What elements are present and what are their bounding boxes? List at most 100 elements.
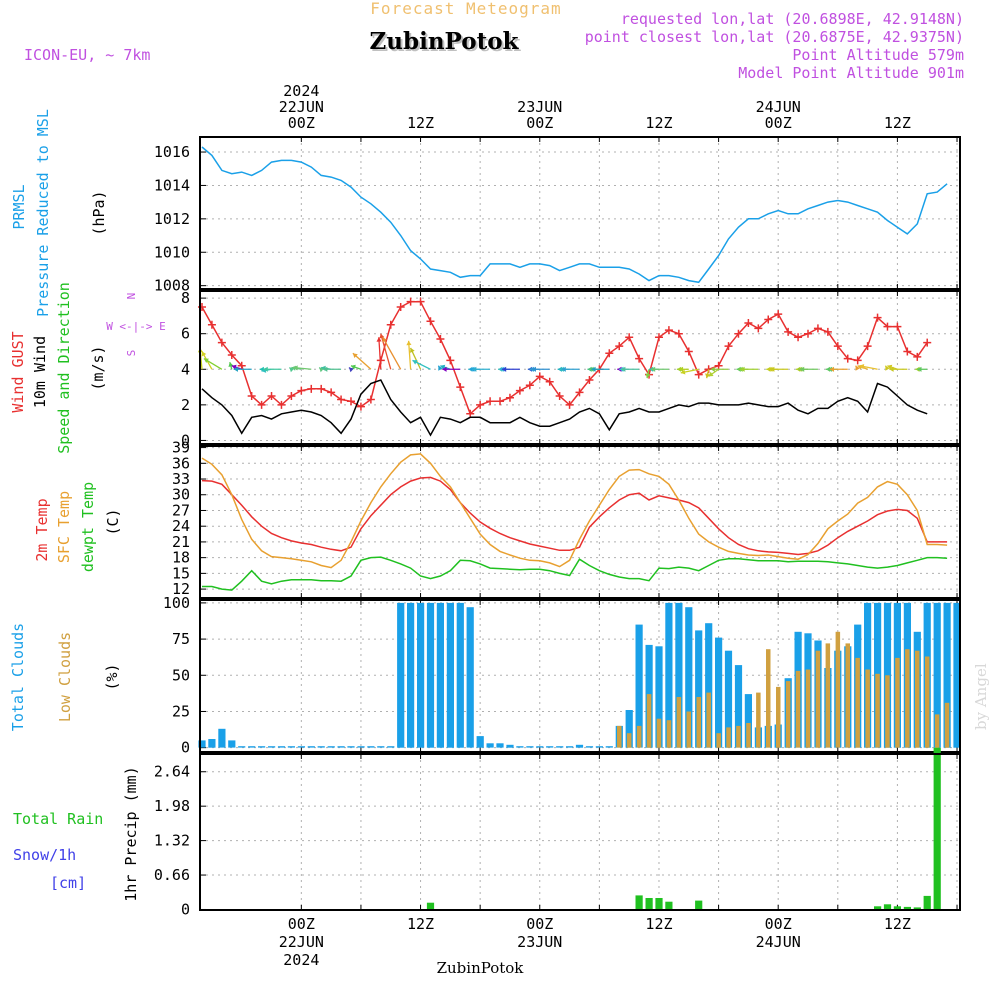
ytick-label: 0 xyxy=(181,739,190,757)
gust-point xyxy=(804,329,812,338)
bar-total-rain xyxy=(933,747,941,910)
bar-low-clouds xyxy=(875,673,880,748)
gust-point xyxy=(247,391,256,400)
bar-total-clouds xyxy=(744,694,752,748)
wind-arrow-head xyxy=(440,364,446,370)
bar-total-rain xyxy=(426,902,435,910)
ytick-label: 8 xyxy=(181,289,190,307)
model-label: ICON-EU, ~ 7km xyxy=(24,46,150,64)
bar-total-clouds xyxy=(248,746,256,748)
ytick-label: 1014 xyxy=(154,176,190,194)
gust-point xyxy=(575,388,584,397)
gust-point xyxy=(893,322,902,331)
bar-total-clouds xyxy=(387,746,395,748)
precip-label-snow: Snow/1h xyxy=(13,846,76,864)
clouds-unit: (%) xyxy=(103,663,121,690)
bar-total-clouds xyxy=(943,602,951,748)
bar-total-clouds xyxy=(486,743,494,748)
bar-total-clouds xyxy=(456,602,464,748)
gust-point xyxy=(873,313,882,322)
time-label-top: 12Z xyxy=(407,114,434,132)
gust-point xyxy=(416,297,425,306)
wind-arrow-head xyxy=(680,369,686,375)
ytick-label: 30 xyxy=(172,486,190,504)
compass-s: S xyxy=(125,350,138,357)
wind-arrow-head xyxy=(708,371,714,377)
gust-point xyxy=(515,386,524,395)
bar-low-clouds xyxy=(676,697,682,748)
forecast-label: Forecast Meteogram xyxy=(370,0,561,18)
bar-total-clouds xyxy=(258,746,266,748)
model-altitude: Model Point Altitude 901m xyxy=(738,64,964,82)
gust-point xyxy=(267,391,276,400)
ytick-label: 15 xyxy=(172,564,190,582)
panel-frame xyxy=(199,445,961,599)
gust-point xyxy=(903,347,912,356)
bar-low-clouds xyxy=(815,650,821,748)
gust-point xyxy=(317,384,326,393)
wind-arrow-head xyxy=(885,365,890,371)
bar-total-clouds xyxy=(705,623,713,748)
bar-total-clouds xyxy=(595,746,603,748)
bar-total-clouds xyxy=(496,743,504,748)
gust-point xyxy=(913,352,922,361)
gust-point xyxy=(605,349,614,358)
gust-point xyxy=(356,402,365,411)
bar-total-clouds xyxy=(695,630,703,748)
ytick-label: 2.64 xyxy=(154,763,190,781)
bar-total-clouds xyxy=(347,746,355,748)
ytick-label: 50 xyxy=(172,666,190,684)
ytick-label: 25 xyxy=(172,702,190,720)
time-label-top: 00Z xyxy=(288,114,315,132)
bar-total-clouds xyxy=(635,624,643,748)
gust-point xyxy=(486,397,495,406)
gust-point xyxy=(237,361,246,370)
ytick-label: 33 xyxy=(172,470,190,488)
ytick-label: 1012 xyxy=(154,210,190,228)
temp-label-dewpt: dewpt Temp xyxy=(79,482,97,572)
wind-arrow xyxy=(380,333,392,370)
gust-point xyxy=(217,338,226,347)
bar-low-clouds xyxy=(617,725,622,748)
bar-total-rain xyxy=(893,906,901,910)
bar-low-clouds xyxy=(805,669,811,748)
time-label-top: 12Z xyxy=(884,114,911,132)
wind-arrow-head xyxy=(442,366,447,372)
panel-clouds: 0 25 50 75 100 xyxy=(163,594,961,757)
gust-point xyxy=(813,324,822,333)
precip-label-cm: [cm] xyxy=(50,874,86,892)
gust-point xyxy=(694,370,703,379)
bar-total-clouds xyxy=(426,602,435,748)
credit-label: by Angel xyxy=(972,663,990,730)
gust-point xyxy=(396,303,405,312)
wind-arrow-head xyxy=(323,366,328,372)
bar-low-clouds xyxy=(636,725,642,748)
series-line-sfc-temp xyxy=(201,453,948,569)
gust-point xyxy=(347,397,356,406)
gust-point xyxy=(635,354,644,363)
bar-total-clouds xyxy=(566,746,574,748)
gust-point xyxy=(754,324,763,333)
ytick-label: 100 xyxy=(163,594,190,612)
bar-low-clouds xyxy=(726,727,731,748)
panel-frame xyxy=(199,290,961,445)
bar-low-clouds xyxy=(795,670,801,748)
gust-point xyxy=(525,381,534,390)
closest-coords: point closest lon,lat (20.6875E, 42.9375… xyxy=(585,28,964,46)
clouds-label-total: Total Clouds xyxy=(9,623,27,731)
bar-total-clouds xyxy=(655,646,663,748)
time-label-bottom: 12Z xyxy=(884,915,911,933)
time-label-bottom: 00Z xyxy=(765,915,792,933)
bar-low-clouds xyxy=(825,643,831,748)
time-label-bottom: 00Z xyxy=(526,915,553,933)
bar-total-clouds xyxy=(575,744,584,748)
gust-point xyxy=(366,395,375,404)
wind-arrow-head xyxy=(917,366,922,372)
ytick-label: 6 xyxy=(181,325,190,343)
gust-point xyxy=(774,310,783,319)
ytick-label: 1016 xyxy=(154,143,190,161)
wind-arrow-head xyxy=(561,366,566,372)
wind-arrow-head xyxy=(203,358,209,364)
compass-n: N xyxy=(125,293,138,300)
gust-point xyxy=(823,327,832,336)
